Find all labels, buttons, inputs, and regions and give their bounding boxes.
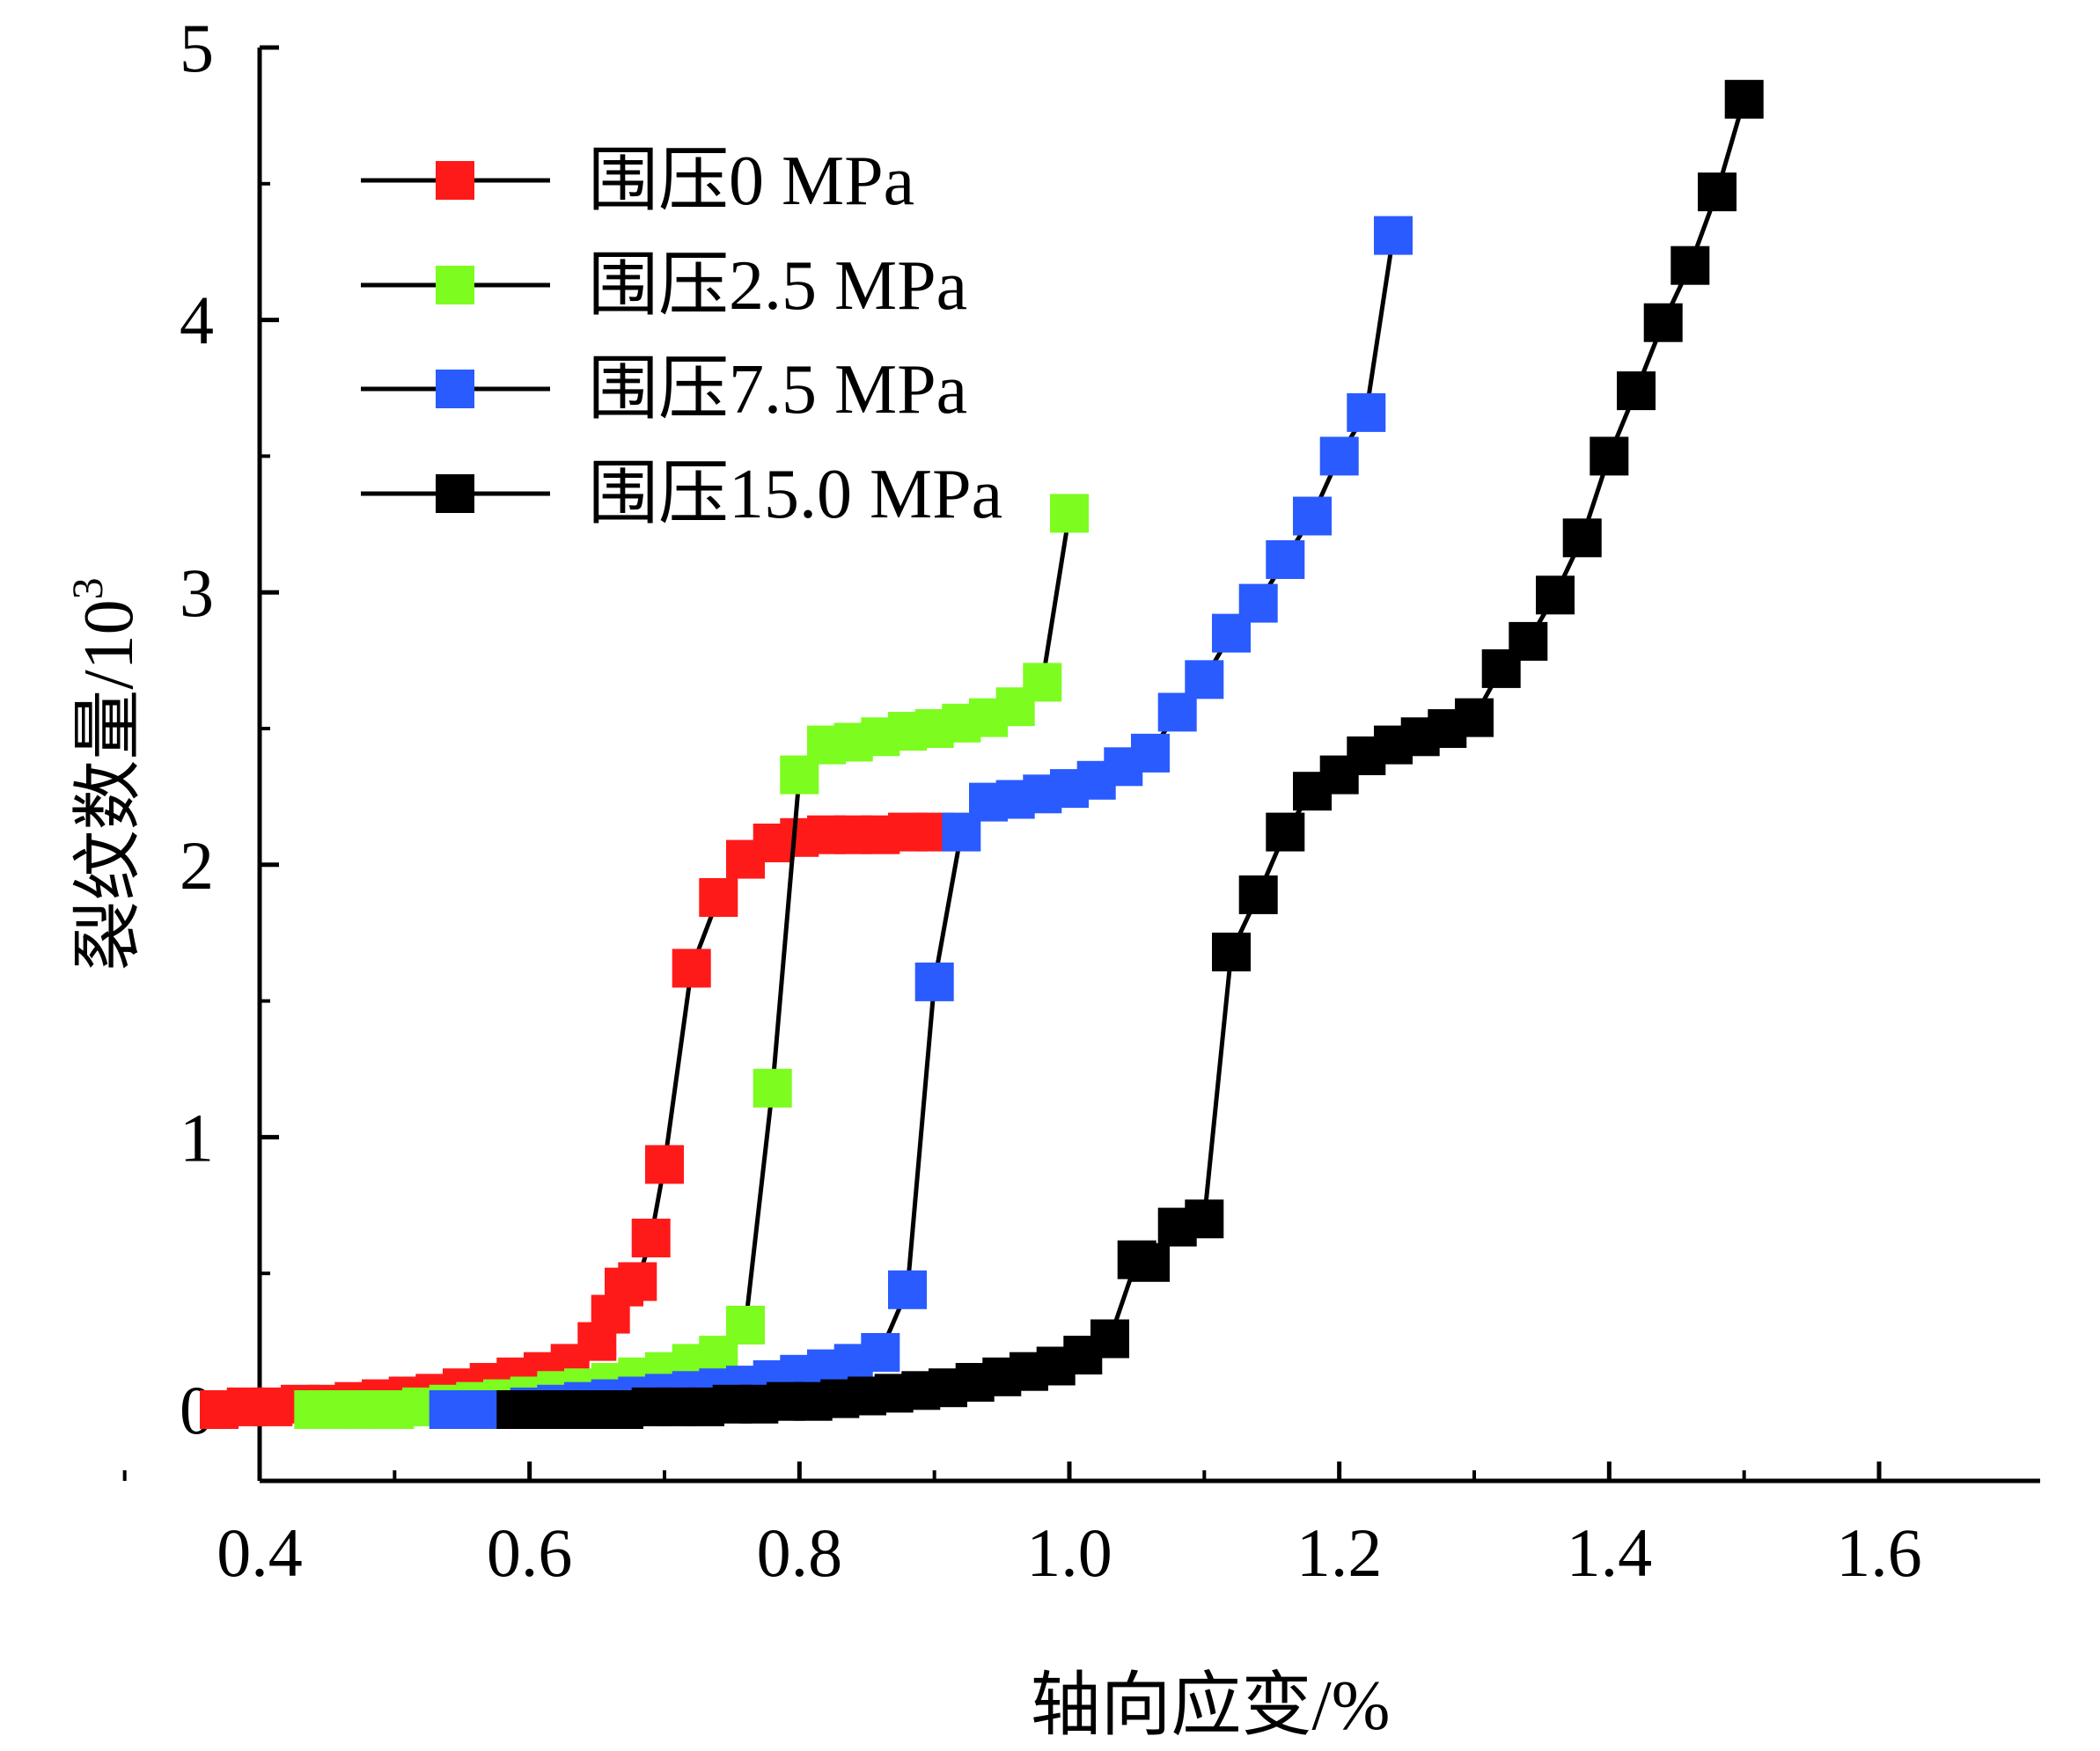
data-point [1293, 496, 1332, 536]
data-point [1455, 698, 1494, 737]
data-point [1643, 303, 1683, 342]
legend-label: 围压7.5 MPa [588, 351, 967, 429]
data-point [1090, 1319, 1129, 1359]
y-axis-title-superscript: 3 [62, 577, 112, 599]
y-tick-label: 5 [180, 10, 214, 86]
data-point [1131, 733, 1170, 773]
x-tick-label: 0.4 [217, 1514, 303, 1591]
legend-marker [436, 161, 474, 200]
data-point [914, 962, 954, 1001]
data-point [1562, 518, 1602, 558]
x-tick-label: 1.6 [1836, 1514, 1922, 1591]
x-tick-label: 0.6 [487, 1514, 573, 1591]
data-point [1238, 583, 1278, 623]
data-point [1670, 245, 1710, 285]
x-tick-label: 1.4 [1567, 1514, 1653, 1591]
data-point [618, 1262, 657, 1301]
data-point [861, 1333, 900, 1372]
y-tick-label: 2 [180, 827, 214, 904]
data-point [1212, 932, 1251, 971]
data-point [1185, 660, 1224, 700]
legend-label: 围压15.0 MPa [588, 456, 1002, 533]
data-point [1266, 812, 1305, 852]
data-point [726, 1306, 765, 1344]
data-point [1131, 1242, 1170, 1282]
series-3 [496, 79, 1764, 1429]
data-point [1319, 436, 1359, 476]
legend-marker [436, 474, 474, 513]
data-point [645, 1145, 684, 1184]
data-point [631, 1219, 671, 1257]
x-tick-label: 1.2 [1296, 1514, 1383, 1591]
data-point [1185, 1199, 1224, 1239]
data-point [1617, 371, 1656, 411]
data-point [1509, 621, 1548, 661]
x-axis-title: 轴向应变/% [1031, 1667, 1391, 1745]
data-point [753, 1068, 792, 1108]
data-point [1238, 875, 1278, 914]
data-point [672, 949, 711, 988]
y-axis-title: 裂纹数量/103 [62, 577, 148, 971]
legend-item: 围压0 MPa [361, 143, 914, 220]
data-point [1157, 692, 1197, 732]
series-0 [200, 812, 954, 1429]
legend-label: 围压0 MPa [588, 143, 914, 220]
legend-item: 围压15.0 MPa [361, 456, 1002, 533]
series-layer [200, 79, 1764, 1429]
y-axis-title-main: 裂纹数量/10 [70, 599, 148, 971]
data-point [1347, 392, 1386, 432]
data-point [1536, 575, 1575, 615]
legend-marker [436, 266, 474, 304]
legend-marker [436, 370, 474, 408]
data-point [1050, 494, 1089, 533]
x-tick-label: 1.0 [1026, 1514, 1112, 1591]
data-point [1023, 663, 1062, 702]
data-point [1266, 540, 1305, 579]
data-point [888, 1270, 927, 1309]
legend-item: 围压2.5 MPa [361, 247, 967, 325]
data-point [1590, 436, 1629, 476]
legend: 围压0 MPa 围压2.5 MPa 围压7.5 MPa 围压15.0 MPa [361, 143, 1002, 533]
series-line [218, 830, 935, 1412]
y-tick-label: 1 [180, 1099, 214, 1176]
y-tick-label: 3 [180, 554, 214, 631]
legend-item: 围压7.5 MPa [361, 351, 967, 429]
y-tick-label: 4 [180, 282, 214, 359]
data-point [1374, 216, 1413, 255]
data-point [1724, 79, 1764, 119]
data-point [699, 878, 738, 917]
data-point [1698, 172, 1737, 212]
x-tick-label: 0.8 [757, 1514, 843, 1591]
legend-label: 围压2.5 MPa [588, 247, 967, 325]
